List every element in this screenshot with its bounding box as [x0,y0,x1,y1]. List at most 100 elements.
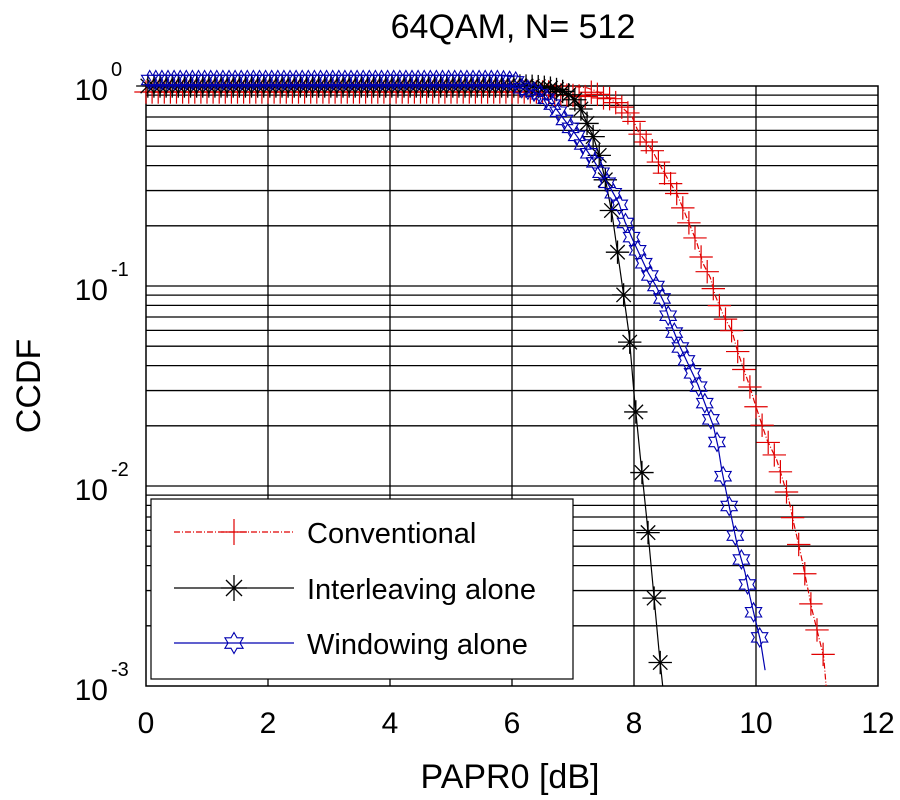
data-point-plus [701,276,725,301]
data-point-plus [634,130,658,154]
data-point-hexagram [634,252,653,274]
data-point-hexagram [665,321,684,344]
legend-item: Conventional [174,518,476,550]
data-point-hexagram [701,408,720,430]
y-tick-label: 10-1 [75,259,129,307]
data-point-hexagram [713,465,733,487]
data-point-star [599,198,624,223]
x-tick-labels: 0 2 4 6 8 10 12 [138,678,895,740]
data-point-hexagram [683,362,702,384]
x-tick-label: 10 [739,707,772,740]
y-tick-base: 10 [75,674,108,707]
data-point-star [563,88,587,112]
data-point-plus [750,413,774,437]
legend-item: Interleaving alone [174,574,536,606]
legend-item: Windowing alone [174,629,528,661]
y-tick-exponent: 0 [111,59,122,81]
data-point-hexagram [677,349,696,372]
data-point-plus [738,375,762,399]
data-point-plus [707,293,732,318]
series-layer [134,69,835,687]
data-point-plus [799,592,823,616]
legend-label: Windowing alone [307,629,528,661]
x-axis-label: PAPR0 [dB] [421,758,600,796]
data-point-plus [585,82,610,107]
data-point-hexagram [610,194,629,216]
data-point-plus [652,161,677,185]
data-point-plus [597,86,622,111]
data-point-plus [610,95,634,119]
data-point-plus [805,618,829,642]
data-point-plus [579,80,603,104]
x-tick-label: 0 [138,707,155,740]
data-point-hexagram [750,626,769,649]
data-point-plus [677,211,701,235]
data-point-star [550,79,575,104]
legend-label: Interleaving alone [307,574,536,606]
y-axis-label: CCDF [10,339,48,433]
data-point-plus [683,226,707,250]
data-point-plus [780,505,805,530]
data-point-hexagram [689,376,708,398]
data-point-hexagram [622,226,641,248]
data-point-star [221,575,247,601]
y-tick-label: 100 [75,59,123,107]
legend-label: Conventional [307,518,476,550]
data-point-hexagram [738,573,757,596]
data-point-hexagram [744,601,763,623]
data-point-star [636,520,660,545]
data-point-star [630,460,654,485]
data-point-plus [591,86,616,110]
data-point-plus [665,181,689,206]
data-point-plus [713,307,738,331]
y-tick-label: 10-3 [75,659,129,707]
data-point-hexagram [543,94,562,116]
y-tick-base: 10 [75,74,108,107]
chart-title: 64QAM, N= 512 [391,8,636,46]
legend-box [150,498,574,680]
data-point-plus [622,109,646,134]
data-point-star [624,400,648,424]
data-point-star [618,330,642,354]
data-point-plus [695,259,719,284]
data-point-hexagram [524,81,544,103]
y-tick-label: 10-2 [75,459,129,507]
data-point-plus [646,150,671,174]
data-point-plus [756,430,780,455]
data-point-plus [640,139,664,163]
data-point-star [581,124,605,149]
data-point-plus [719,318,744,343]
y-tick-exponent: -1 [111,259,129,281]
data-point-plus [787,532,811,557]
data-point-plus [762,443,786,467]
series-windowing-alone [140,69,769,671]
x-tick-label: 4 [382,707,399,740]
data-point-hexagram [726,524,745,547]
data-point-plus [774,480,799,504]
data-point-plus [793,562,817,586]
y-tick-exponent: -3 [111,659,129,681]
data-point-star [587,143,611,168]
data-point-hexagram [604,182,623,204]
data-point-plus [658,171,683,196]
data-point-hexagram [506,70,525,93]
data-point-hexagram [732,548,751,571]
series-line [146,85,827,687]
data-point-hexagram [720,495,739,517]
data-point-hexagram [707,431,727,453]
data-point-hexagram [628,239,647,261]
data-point-star [648,650,672,675]
y-tick-base: 10 [75,474,108,507]
data-point-plus [221,519,247,545]
data-point-plus [604,90,628,115]
data-point-star [642,586,666,610]
data-point-hexagram [223,631,245,655]
data-point-plus [732,357,756,382]
data-point-plus [744,395,768,419]
y-tick-exponent: -2 [111,459,129,481]
legend: Conventional Interleaving alone Windowing … [150,498,574,680]
data-point-hexagram [646,275,666,297]
data-point-star [611,283,636,307]
